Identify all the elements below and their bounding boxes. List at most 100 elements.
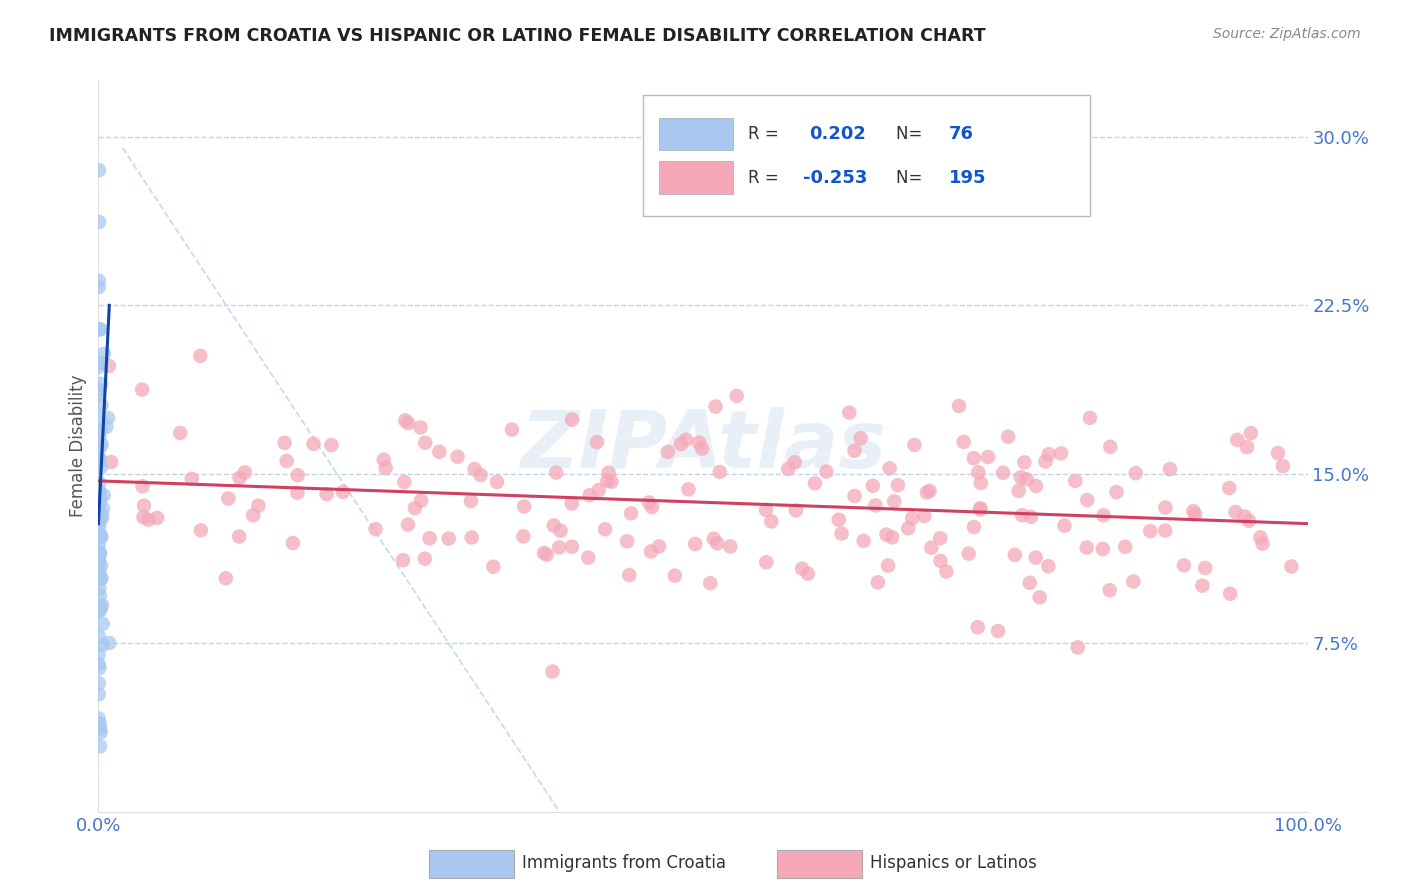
- Point: [706, 536, 728, 550]
- Point: [87, 687, 110, 701]
- Point: [1038, 559, 1060, 574]
- Point: [87, 359, 110, 374]
- Point: [100, 455, 122, 469]
- Point: [1015, 472, 1038, 486]
- Point: [89, 572, 111, 586]
- Point: [89, 716, 111, 731]
- Point: [87, 538, 110, 552]
- Point: [374, 461, 396, 475]
- Point: [233, 466, 256, 480]
- Point: [90, 398, 112, 412]
- Point: [409, 493, 432, 508]
- Point: [1267, 446, 1289, 460]
- Point: [640, 544, 662, 558]
- Point: [897, 521, 920, 535]
- Point: [877, 558, 900, 573]
- Point: [89, 572, 111, 586]
- Point: [546, 466, 568, 480]
- Point: [1139, 524, 1161, 538]
- Point: [512, 529, 534, 543]
- Point: [87, 657, 110, 672]
- Point: [963, 451, 986, 466]
- Point: [315, 487, 337, 501]
- Point: [561, 540, 583, 554]
- Point: [755, 503, 778, 517]
- Point: [131, 479, 153, 493]
- Point: [866, 575, 889, 590]
- Point: [862, 479, 884, 493]
- Point: [91, 599, 114, 613]
- Point: [1154, 524, 1177, 538]
- Point: [87, 274, 110, 288]
- Point: [470, 468, 492, 483]
- Point: [513, 500, 536, 514]
- Point: [1122, 574, 1144, 589]
- Point: [97, 359, 120, 373]
- Point: [1236, 440, 1258, 454]
- Point: [90, 530, 112, 544]
- Point: [987, 624, 1010, 638]
- Point: [446, 450, 468, 464]
- Point: [89, 588, 111, 602]
- Point: [228, 529, 250, 543]
- Point: [883, 494, 905, 508]
- Point: [1025, 550, 1047, 565]
- Y-axis label: Female Disability: Female Disability: [69, 375, 87, 517]
- Point: [1053, 518, 1076, 533]
- Point: [90, 528, 112, 542]
- Point: [929, 554, 952, 568]
- Point: [132, 499, 155, 513]
- Point: [180, 472, 202, 486]
- Point: [578, 488, 600, 502]
- Point: [89, 603, 111, 617]
- Point: [1182, 504, 1205, 518]
- Point: [93, 347, 115, 361]
- FancyBboxPatch shape: [776, 850, 862, 878]
- Point: [89, 322, 111, 336]
- Point: [1218, 481, 1240, 495]
- Point: [501, 423, 523, 437]
- Point: [1038, 447, 1060, 461]
- Point: [596, 474, 619, 488]
- Point: [912, 508, 935, 523]
- Point: [1064, 474, 1087, 488]
- Point: [90, 376, 112, 391]
- Point: [1078, 410, 1101, 425]
- Point: [675, 433, 697, 447]
- Point: [561, 496, 583, 510]
- Point: [1098, 583, 1121, 598]
- Point: [96, 420, 118, 434]
- Point: [543, 518, 565, 533]
- Point: [669, 437, 692, 451]
- Point: [242, 508, 264, 523]
- Point: [967, 466, 990, 480]
- Point: [89, 430, 111, 444]
- Point: [373, 452, 395, 467]
- Point: [915, 485, 938, 500]
- Point: [1105, 485, 1128, 500]
- Point: [87, 280, 110, 294]
- Point: [287, 468, 309, 483]
- Point: [485, 475, 508, 489]
- Point: [97, 410, 120, 425]
- Point: [699, 576, 721, 591]
- Point: [89, 496, 111, 510]
- Point: [657, 445, 679, 459]
- Text: Immigrants from Croatia: Immigrants from Croatia: [522, 854, 725, 872]
- Point: [1281, 559, 1303, 574]
- Point: [89, 493, 111, 508]
- Point: [87, 711, 110, 725]
- Text: Hispanics or Latinos: Hispanics or Latinos: [869, 854, 1036, 872]
- Text: N=: N=: [897, 169, 928, 186]
- Point: [1050, 446, 1073, 460]
- Point: [90, 558, 112, 573]
- Text: 195: 195: [949, 169, 986, 186]
- Point: [619, 568, 641, 582]
- Point: [321, 438, 343, 452]
- Point: [409, 420, 432, 434]
- Text: 76: 76: [949, 125, 973, 143]
- Point: [541, 665, 564, 679]
- Text: -0.253: -0.253: [803, 169, 868, 186]
- Point: [838, 406, 860, 420]
- Point: [394, 475, 416, 489]
